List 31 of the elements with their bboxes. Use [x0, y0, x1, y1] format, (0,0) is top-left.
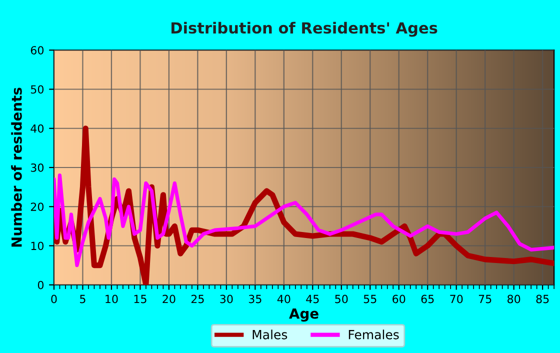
x-tick-label: 70: [450, 294, 463, 304]
x-tick-label: 20: [162, 294, 176, 304]
x-tick-label: 0: [51, 294, 57, 304]
x-tick-label: 5: [80, 294, 86, 304]
x-tick-label: 35: [248, 294, 262, 304]
x-tick-label: 50: [335, 294, 348, 304]
x-tick-label: 60: [392, 294, 406, 304]
legend-label: Females: [348, 330, 399, 340]
x-tick-label: 55: [364, 294, 376, 304]
y-tick-label: 50: [30, 85, 44, 94]
x-tick-label: 65: [421, 294, 434, 304]
x-tick-label: 40: [277, 294, 290, 304]
y-tick-label: 10: [31, 242, 44, 250]
legend-label: Males: [252, 330, 288, 340]
line-series: [54, 174, 554, 268]
x-tick-label: 75: [478, 294, 492, 304]
y-tick-label: 20: [30, 202, 44, 211]
y-axis-title: Number of residents: [11, 88, 22, 247]
y-tick-label: 40: [30, 124, 44, 133]
x-tick-label: 85: [536, 294, 549, 304]
x-axis-title: Age: [289, 308, 318, 322]
y-tick-label: 0: [38, 280, 44, 290]
y-tick-label: 30: [30, 163, 44, 172]
x-tick-label: 30: [220, 294, 233, 304]
x-tick-label: 45: [306, 294, 319, 304]
x-tick-label: 10: [106, 294, 118, 304]
x-tick-label: 25: [191, 294, 204, 304]
y-tick-label: 60: [30, 46, 44, 55]
x-tick-label: 80: [508, 294, 520, 304]
chart-title: Distribution of Residents' Ages: [172, 22, 438, 37]
x-tick-label: 15: [134, 294, 146, 304]
